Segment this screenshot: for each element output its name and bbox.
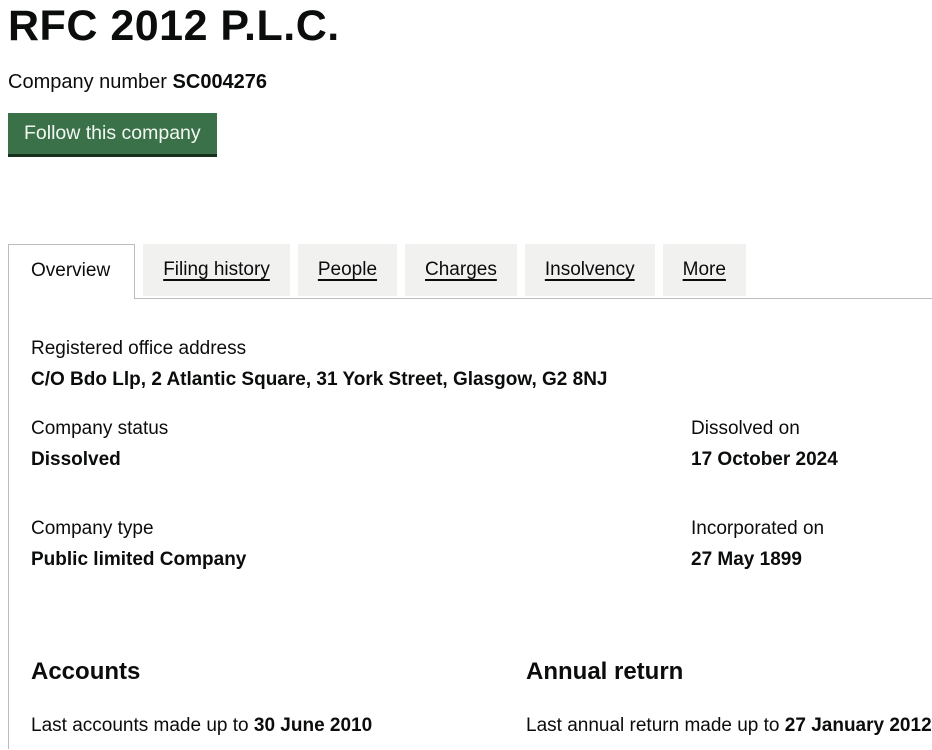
company-type-block: Company type Public limited Company <box>31 515 691 573</box>
annual-return-date: 27 January 2012 <box>784 715 932 736</box>
tab-bar: Overview Filing history People Charges I… <box>8 244 932 299</box>
tab-filing-history[interactable]: Filing history <box>143 244 290 296</box>
overview-panel: Registered office address C/O Bdo Llp, 2… <box>8 298 932 749</box>
dissolved-on-block: Dissolved on 17 October 2024 <box>691 415 932 473</box>
annual-return-block: Annual return Last annual return made up… <box>526 657 932 739</box>
dissolved-on-value: 17 October 2024 <box>691 449 838 470</box>
tab-people[interactable]: People <box>297 244 398 296</box>
incorporated-on-label: Incorporated on <box>691 518 825 539</box>
registered-office-block: Registered office address C/O Bdo Llp, 2… <box>31 335 932 393</box>
filings-summary-grid: Accounts Last accounts made up to 30 Jun… <box>31 657 932 739</box>
dissolved-on-label: Dissolved on <box>691 418 800 439</box>
accounts-text: Last accounts made up to <box>31 715 249 736</box>
accounts-block: Accounts Last accounts made up to 30 Jun… <box>31 657 526 739</box>
follow-company-button[interactable]: Follow this company <box>8 113 217 154</box>
company-number: Company number SC004276 <box>8 69 932 95</box>
company-status-value: Dissolved <box>31 449 121 470</box>
company-number-value: SC004276 <box>172 71 268 93</box>
tab-charges[interactable]: Charges <box>405 244 517 296</box>
registered-office-label: Registered office address <box>31 338 247 359</box>
company-number-label: Company number <box>8 71 167 93</box>
tab-insolvency[interactable]: Insolvency <box>524 244 655 296</box>
page-title: RFC 2012 P.L.C. <box>8 2 340 50</box>
status-grid: Company status Dissolved Dissolved on 17… <box>31 415 932 573</box>
annual-return-heading: Annual return <box>526 658 684 685</box>
company-status-block: Company status Dissolved <box>31 415 691 473</box>
accounts-last-made-up: Last accounts made up to 30 June 2010 <box>31 712 526 739</box>
annual-return-text: Last annual return made up to <box>526 715 780 736</box>
annual-return-last-made-up: Last annual return made up to 27 January… <box>526 712 932 739</box>
company-type-value: Public limited Company <box>31 549 247 570</box>
company-overview-page: RFC 2012 P.L.C. Company number SC004276 … <box>0 4 932 749</box>
incorporated-on-block: Incorporated on 27 May 1899 <box>691 515 932 573</box>
company-status-label: Company status <box>31 418 169 439</box>
accounts-date: 30 June 2010 <box>253 715 373 736</box>
registered-office-value: C/O Bdo Llp, 2 Atlantic Square, 31 York … <box>31 369 608 390</box>
tab-overview[interactable]: Overview <box>8 244 136 299</box>
accounts-heading: Accounts <box>31 658 141 685</box>
incorporated-on-value: 27 May 1899 <box>691 549 802 570</box>
company-type-label: Company type <box>31 518 154 539</box>
tab-more[interactable]: More <box>662 244 746 296</box>
